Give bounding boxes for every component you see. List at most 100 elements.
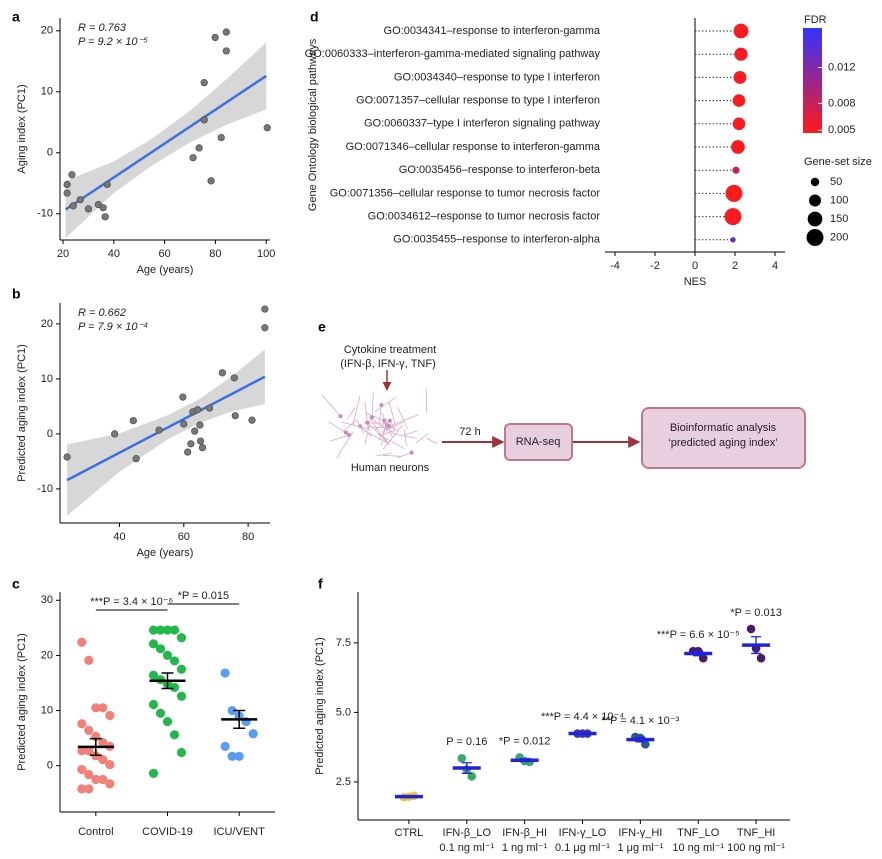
soma xyxy=(409,450,414,455)
point xyxy=(261,324,269,332)
point xyxy=(111,430,119,438)
y-tick-label: 0 xyxy=(47,428,53,440)
treatment-label: Cytokine treatment xyxy=(344,344,436,356)
x-tick-label: 80 xyxy=(242,531,254,543)
point xyxy=(132,455,140,463)
point xyxy=(129,417,137,425)
point xyxy=(200,79,208,87)
annotation: R = 0.662 xyxy=(78,307,126,319)
point xyxy=(99,204,107,212)
point xyxy=(230,374,238,382)
neurite xyxy=(330,434,350,442)
point xyxy=(234,751,244,761)
point xyxy=(101,213,109,221)
point xyxy=(180,420,188,428)
point xyxy=(103,180,111,189)
point xyxy=(76,196,84,204)
point xyxy=(77,719,87,729)
p-value-label: *P = 0.015 xyxy=(178,590,229,602)
x-tick-label: -2 xyxy=(650,260,660,272)
point xyxy=(84,205,93,213)
point xyxy=(105,759,115,770)
error-bar xyxy=(519,758,530,763)
y-tick-label: 0 xyxy=(47,147,53,159)
neurite xyxy=(364,401,369,430)
point xyxy=(211,33,219,42)
cells-label: Human neurons xyxy=(351,462,430,474)
dot xyxy=(732,117,746,131)
fit-line xyxy=(66,375,266,482)
neurite xyxy=(388,401,397,426)
y-tick-label: 5.0 xyxy=(336,706,351,718)
point xyxy=(105,779,115,789)
point xyxy=(205,404,214,412)
size-key-label: 150 xyxy=(830,213,848,225)
point xyxy=(187,440,195,448)
point xyxy=(98,737,108,748)
confidence-band xyxy=(67,349,265,516)
y-tick-label: 0 xyxy=(47,760,53,772)
point xyxy=(91,774,101,785)
dot xyxy=(730,237,736,243)
step-label: RNA-seq xyxy=(516,436,561,448)
y-tick-label: 10 xyxy=(41,86,53,98)
p-value-label: *P = 0.012 xyxy=(499,735,550,747)
point xyxy=(84,655,94,665)
dot xyxy=(725,184,743,202)
p-value-label: ***P = 4.4 × 10⁻⁴ xyxy=(541,711,624,723)
neurite xyxy=(341,421,371,430)
point xyxy=(263,124,271,132)
annotation: P = 9.2 × 10⁻⁵ xyxy=(78,36,148,48)
pathway-label: GO:0071357–cellular response to type I i… xyxy=(356,95,600,107)
dot xyxy=(733,23,749,39)
size-key xyxy=(806,229,824,246)
point xyxy=(184,448,192,456)
legend-title: Gene-set size xyxy=(804,156,872,168)
point xyxy=(176,633,187,643)
neurite xyxy=(366,422,390,444)
pathway-label: GO:0035456–response to interferon-beta xyxy=(399,164,601,176)
x-tick-label: 40 xyxy=(113,531,125,543)
color-tick-label: 0.008 xyxy=(828,97,856,109)
p-value-label: P = 0.16 xyxy=(446,736,487,748)
point xyxy=(176,747,187,758)
error-bar xyxy=(89,737,102,756)
dose-label: 0.1 ng ml⁻¹ xyxy=(439,842,494,854)
neurite xyxy=(347,407,356,420)
point xyxy=(148,768,159,779)
neurite xyxy=(374,397,396,412)
point xyxy=(746,624,756,634)
neurite xyxy=(336,431,354,459)
point xyxy=(176,664,187,674)
panel-letter: b xyxy=(12,286,21,302)
y-axis-title: Predicted aging index (PC1) xyxy=(16,344,28,482)
duration-label: 72 h xyxy=(459,426,480,438)
panel-letter: e xyxy=(318,319,326,335)
point xyxy=(63,189,71,197)
pathway-label: GO:0071356–cellular response to tumor ne… xyxy=(330,187,601,199)
pathway-label: GO:0060337–type I interferon signaling p… xyxy=(364,118,601,130)
point xyxy=(63,180,71,189)
analysis-box xyxy=(641,407,806,469)
neurite xyxy=(415,433,429,444)
y-tick-label: 10 xyxy=(41,704,53,716)
error-bar xyxy=(635,736,646,743)
point xyxy=(155,708,166,718)
point xyxy=(68,171,76,179)
neurite xyxy=(397,406,409,430)
neurite xyxy=(328,421,347,433)
pathway-label: GO:0034612–response to tumor necrosis fa… xyxy=(368,211,601,223)
x-tick-label: 40 xyxy=(108,248,120,260)
x-axis-title: Age (years) xyxy=(137,547,194,559)
point xyxy=(467,772,477,781)
step-box xyxy=(504,423,573,461)
annotation: R = 0.763 xyxy=(78,22,127,34)
point xyxy=(196,421,204,429)
y-tick-label: 7.5 xyxy=(336,637,351,649)
y-tick-label: 30 xyxy=(41,594,53,606)
pathway-label: GO:0035455–response to interferon-alpha xyxy=(393,234,601,246)
x-tick-label: 2 xyxy=(732,260,738,272)
point xyxy=(248,416,256,424)
point xyxy=(176,691,187,701)
point xyxy=(194,406,202,414)
